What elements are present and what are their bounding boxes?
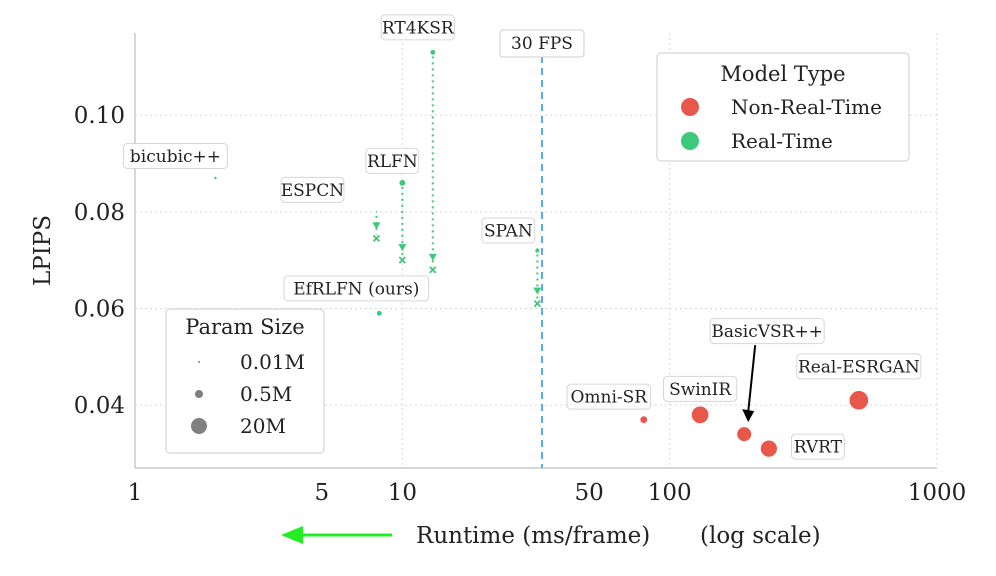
legend-label-non-real-time: Non-Real-Time — [731, 95, 882, 119]
label-box-swinir — [663, 375, 738, 402]
data-points — [213, 48, 870, 458]
faster-arrow-icon — [281, 526, 303, 544]
point-swinir — [690, 405, 710, 425]
y-tick-label: 0.06 — [74, 297, 125, 323]
model-type-legend: Model Type Non-Real-Time Real-Time — [656, 52, 910, 162]
label-box-real-esrgan — [796, 353, 922, 380]
annotation-arrowhead — [742, 409, 755, 423]
param-size-legend-box — [165, 308, 325, 454]
x-axis-label: Runtime (ms/frame) — [416, 523, 650, 549]
point-label-span: SPAN — [484, 222, 533, 242]
label-box-basicvsr — [709, 318, 825, 345]
x-tick-label: 1 — [128, 480, 143, 506]
legend-marker-real-time — [681, 132, 699, 150]
param-size-label-small: 0.01M — [240, 350, 305, 374]
y-tick-label: 0.04 — [74, 393, 125, 419]
point-label-swinir: SwinIR — [669, 380, 732, 400]
x-axis-title: Runtime (ms/frame) (log scale) — [281, 523, 821, 549]
point-rt4ksr — [429, 48, 437, 56]
label-box-rt4ksr — [380, 14, 455, 41]
param-size-label-large: 20M — [240, 414, 286, 438]
point-label-espcn: ESPCN — [281, 181, 345, 201]
fps-reference: 30 FPS — [499, 29, 585, 468]
point-label-basicvsr: BasicVSR++ — [711, 322, 823, 342]
label-box-efrlfn-ours — [283, 275, 430, 302]
x-tick-label: 5 — [315, 480, 330, 506]
point-span — [534, 247, 541, 254]
point-label-rlfn: RLFN — [367, 152, 418, 172]
x-tick-label: 10 — [388, 480, 417, 506]
x-axis-scale-note: (log scale) — [700, 523, 821, 549]
point-omni-sr — [639, 415, 649, 425]
fps-label: 30 FPS — [511, 34, 573, 54]
point-real-esrgan — [848, 390, 870, 411]
label-box-rlfn — [365, 147, 420, 174]
x-tick-label: 50 — [575, 480, 604, 506]
point-rlfn — [398, 178, 407, 187]
param-size-marker-medium — [195, 390, 203, 398]
point-espcn — [374, 210, 379, 214]
connector-arrowhead-span — [533, 287, 542, 295]
fps-label-box — [499, 29, 585, 58]
connector-arrowhead-rt4ksr — [428, 253, 437, 261]
point-label-efrlfn-ours: EfRLFN (ours) — [293, 279, 419, 299]
point-label-real-esrgan: Real-ESRGAN — [798, 357, 920, 377]
improved-marker-rt4ksr — [429, 266, 437, 274]
connector-arrowhead-rlfn — [398, 244, 407, 252]
param-size-label-medium: 0.5M — [240, 382, 292, 406]
point-labels: bicubic++ ESPCN RLFN RT4KSR SPAN EfRLFN (ours… — [123, 14, 922, 460]
axes-frame — [134, 33, 937, 469]
connector-arrowhead-espcn — [372, 222, 381, 230]
axis-ticks: 1 5 10 50 100 1000 0.04 0.06 0.08 0.10 — [74, 103, 966, 506]
x-tick-label: 1000 — [908, 480, 967, 506]
label-box-bicubic — [123, 143, 228, 169]
point-rvrt — [759, 439, 778, 458]
param-size-legend: Param Size 0.01M 0.5M 20M — [165, 308, 325, 454]
grid-lines — [134, 33, 938, 468]
y-tick-label: 0.10 — [74, 103, 125, 129]
y-tick-label: 0.08 — [74, 200, 125, 226]
label-box-omni-sr — [566, 383, 651, 410]
point-label-omni-sr: Omni-SR — [570, 388, 648, 408]
improved-marker-espcn — [372, 234, 381, 243]
x-tick-label: 100 — [648, 480, 692, 506]
legend-label-real-time: Real-Time — [731, 129, 833, 153]
improvement-connectors — [372, 56, 542, 308]
label-box-span — [481, 217, 536, 244]
annotation-arrow-line — [747, 345, 757, 413]
legend-marker-non-real-time — [681, 98, 699, 116]
model-type-legend-title: Model Type — [720, 62, 845, 86]
point-label-bicubic: bicubic++ — [130, 147, 221, 167]
improved-marker-rlfn — [398, 256, 406, 264]
point-label-rvrt: RVRT — [794, 438, 843, 458]
param-size-marker-small — [198, 361, 200, 363]
model-type-legend-box — [656, 52, 910, 162]
label-box-rvrt — [790, 433, 845, 460]
point-label-rt4ksr: RT4KSR — [382, 18, 455, 38]
improved-marker-span — [533, 300, 542, 308]
y-axis-label: LPIPS — [30, 215, 56, 286]
param-size-legend-title: Param Size — [185, 315, 304, 339]
param-size-marker-large — [191, 418, 207, 434]
point-bicubic — [213, 175, 218, 181]
point-efrlfn-ours — [375, 309, 383, 317]
label-box-espcn — [280, 176, 345, 203]
point-basicvsr — [736, 426, 753, 443]
